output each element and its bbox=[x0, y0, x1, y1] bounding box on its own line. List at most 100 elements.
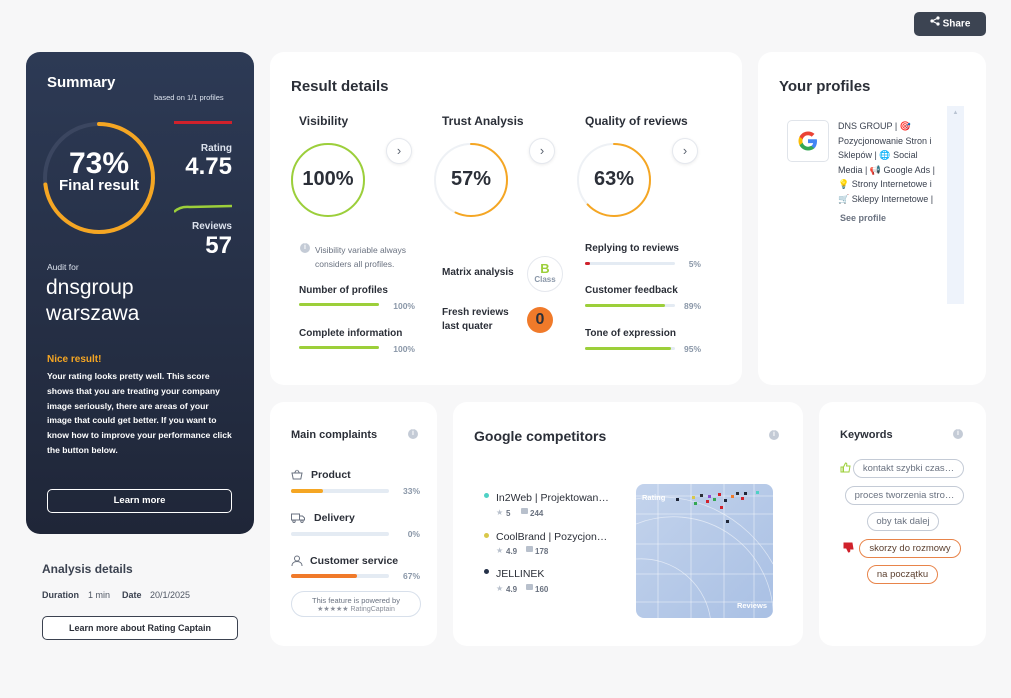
scroll-up-icon[interactable]: ▲ bbox=[952, 110, 959, 116]
competitors-card: Google competitors i In2Web | Projektowa… bbox=[453, 402, 803, 646]
quality-details-button[interactable]: › bbox=[672, 138, 698, 164]
keywords-card: Keywords i kontakt szybki czas… proces t… bbox=[819, 402, 986, 646]
quality-percent: 63% bbox=[593, 168, 635, 190]
tone-percent: 95% bbox=[683, 344, 701, 354]
competitor-reviews: 178 bbox=[535, 547, 549, 556]
matrix-class-badge: B Class bbox=[527, 256, 563, 292]
keyword-positive[interactable]: proces tworzenia stro… bbox=[845, 486, 964, 505]
keyword-positive[interactable]: oby tak dalej bbox=[867, 512, 939, 531]
profile-name-line: 🛒 Sklepy Internetowe | bbox=[838, 193, 934, 204]
replying-percent: 5% bbox=[688, 259, 701, 269]
visibility-percent: 100% bbox=[302, 168, 354, 190]
profiles-title: Your profiles bbox=[779, 78, 871, 95]
info-icon[interactable]: i bbox=[408, 429, 418, 439]
visibility-note: Visibility variable always considers all… bbox=[315, 245, 407, 269]
matrix-grade: B bbox=[540, 261, 550, 276]
audit-for-label: Audit for bbox=[47, 262, 79, 272]
date-label: Date bbox=[122, 590, 142, 600]
complaint-delivery-label: Delivery bbox=[314, 512, 355, 524]
based-on-text: based on 1/1 profiles bbox=[154, 93, 224, 102]
profile-name-line: 💡 Strony Internetowe i bbox=[838, 179, 932, 190]
matrix-analysis-label: Matrix analysis bbox=[442, 267, 514, 278]
nice-result-title: Nice result! bbox=[47, 354, 102, 365]
complaints-title: Main complaints bbox=[291, 429, 378, 441]
rating-value: 4.75 bbox=[185, 153, 232, 180]
result-details-title: Result details bbox=[291, 78, 389, 95]
trust-details-button[interactable]: › bbox=[529, 138, 555, 164]
share-label: Share bbox=[942, 18, 971, 30]
fresh-reviews-label-2: last quater bbox=[442, 321, 493, 332]
info-icon: i bbox=[300, 243, 310, 253]
see-profile-link[interactable]: See profile bbox=[840, 213, 887, 223]
competitor-name[interactable]: JELLINEK bbox=[496, 568, 545, 580]
competitor-dot bbox=[484, 569, 489, 574]
number-of-profiles-percent: 100% bbox=[393, 301, 415, 311]
summary-card: Summary based on 1/1 profiles 73% Final … bbox=[26, 52, 254, 534]
complaint-product-bar bbox=[291, 489, 389, 493]
customer-feedback-percent: 89% bbox=[683, 301, 701, 311]
thumbs-down-icon bbox=[843, 542, 854, 553]
basket-icon bbox=[291, 469, 303, 480]
complaint-delivery-bar bbox=[291, 532, 389, 536]
company-name-line2: warszawa bbox=[46, 302, 140, 325]
complaint-service-percent: 67% bbox=[402, 571, 420, 581]
duration-label: Duration bbox=[42, 590, 79, 600]
competitor-reviews: 160 bbox=[535, 585, 549, 594]
learn-more-button[interactable]: Learn more bbox=[47, 489, 232, 513]
competitor-name[interactable]: CoolBrand | Pozycjon… bbox=[496, 531, 608, 543]
final-result-percent: 73% bbox=[68, 147, 130, 180]
nice-result-text: Your rating looks pretty well. This scor… bbox=[47, 371, 232, 455]
google-icon bbox=[798, 131, 817, 151]
rating-captain-button[interactable]: Learn more about Rating Captain bbox=[42, 616, 238, 640]
competitor-map[interactable]: Rating Reviews bbox=[636, 484, 773, 618]
keyword-positive[interactable]: kontakt szybki czas… bbox=[853, 459, 964, 478]
reviews-value: 57 bbox=[205, 232, 232, 259]
number-of-profiles-label: Number of profiles bbox=[299, 285, 388, 296]
complete-information-label: Complete information bbox=[299, 328, 403, 339]
profile-name-line: Media | 📢 Google Ads | bbox=[838, 164, 935, 175]
competitor-dot bbox=[484, 493, 489, 498]
profile-name-line: Sklepów | 🌐 Social bbox=[838, 150, 918, 161]
keyword-negative[interactable]: na początku bbox=[867, 565, 938, 584]
analysis-title: Analysis details bbox=[42, 562, 133, 576]
google-logo bbox=[787, 120, 829, 162]
tone-label: Tone of expression bbox=[585, 328, 676, 339]
map-rating-label: Rating bbox=[642, 493, 666, 502]
comment-icon bbox=[526, 584, 533, 590]
complaints-card: Main complaints i Product 33% Delivery 0… bbox=[270, 402, 437, 646]
competitor-map-grid bbox=[636, 484, 773, 618]
customer-feedback-label: Customer feedback bbox=[585, 285, 678, 296]
visibility-details-button[interactable]: › bbox=[386, 138, 412, 164]
keyword-negative[interactable]: skorzy do rozmowy bbox=[859, 539, 961, 558]
summary-title: Summary bbox=[47, 74, 116, 91]
comment-icon bbox=[521, 508, 528, 514]
replying-label: Replying to reviews bbox=[585, 243, 679, 254]
complaint-delivery-percent: 0% bbox=[407, 529, 420, 539]
competitor-rating: 5 bbox=[506, 509, 511, 518]
star-icon: ★ bbox=[496, 508, 504, 517]
profiles-scrollbar[interactable]: ▲ bbox=[947, 106, 964, 304]
comment-icon bbox=[526, 546, 533, 552]
competitor-dot bbox=[484, 533, 489, 538]
trust-percent: 57% bbox=[450, 168, 492, 190]
duration-value: 1 min bbox=[88, 590, 111, 600]
reviews-line bbox=[174, 204, 233, 213]
chevron-right-icon: › bbox=[539, 143, 545, 158]
competitor-name[interactable]: In2Web | Projektowan… bbox=[496, 492, 609, 504]
customer-feedback-bar bbox=[585, 304, 675, 307]
profile-name: DNS GROUP | 🎯 Pozycjonowanie Stron i Skl… bbox=[838, 119, 943, 207]
info-icon[interactable]: i bbox=[769, 430, 779, 440]
reviews-label: Reviews bbox=[191, 221, 232, 232]
share-button[interactable]: Share bbox=[914, 12, 986, 36]
quality-title: Quality of reviews bbox=[585, 114, 688, 128]
visibility-title: Visibility bbox=[299, 114, 349, 128]
competitor-rating: 4.9 bbox=[506, 547, 518, 556]
trust-gauge bbox=[434, 143, 508, 217]
complaint-service-label: Customer service bbox=[310, 555, 399, 567]
rating-label: Rating bbox=[200, 143, 232, 154]
info-icon[interactable]: i bbox=[953, 429, 963, 439]
visibility-gauge bbox=[291, 143, 365, 217]
fresh-reviews-badge: 0 bbox=[527, 307, 553, 333]
fresh-reviews-label-1: Fresh reviews bbox=[442, 307, 509, 318]
powered-by-badge: This feature is powered by ★★★★★ RatingC… bbox=[291, 591, 421, 617]
